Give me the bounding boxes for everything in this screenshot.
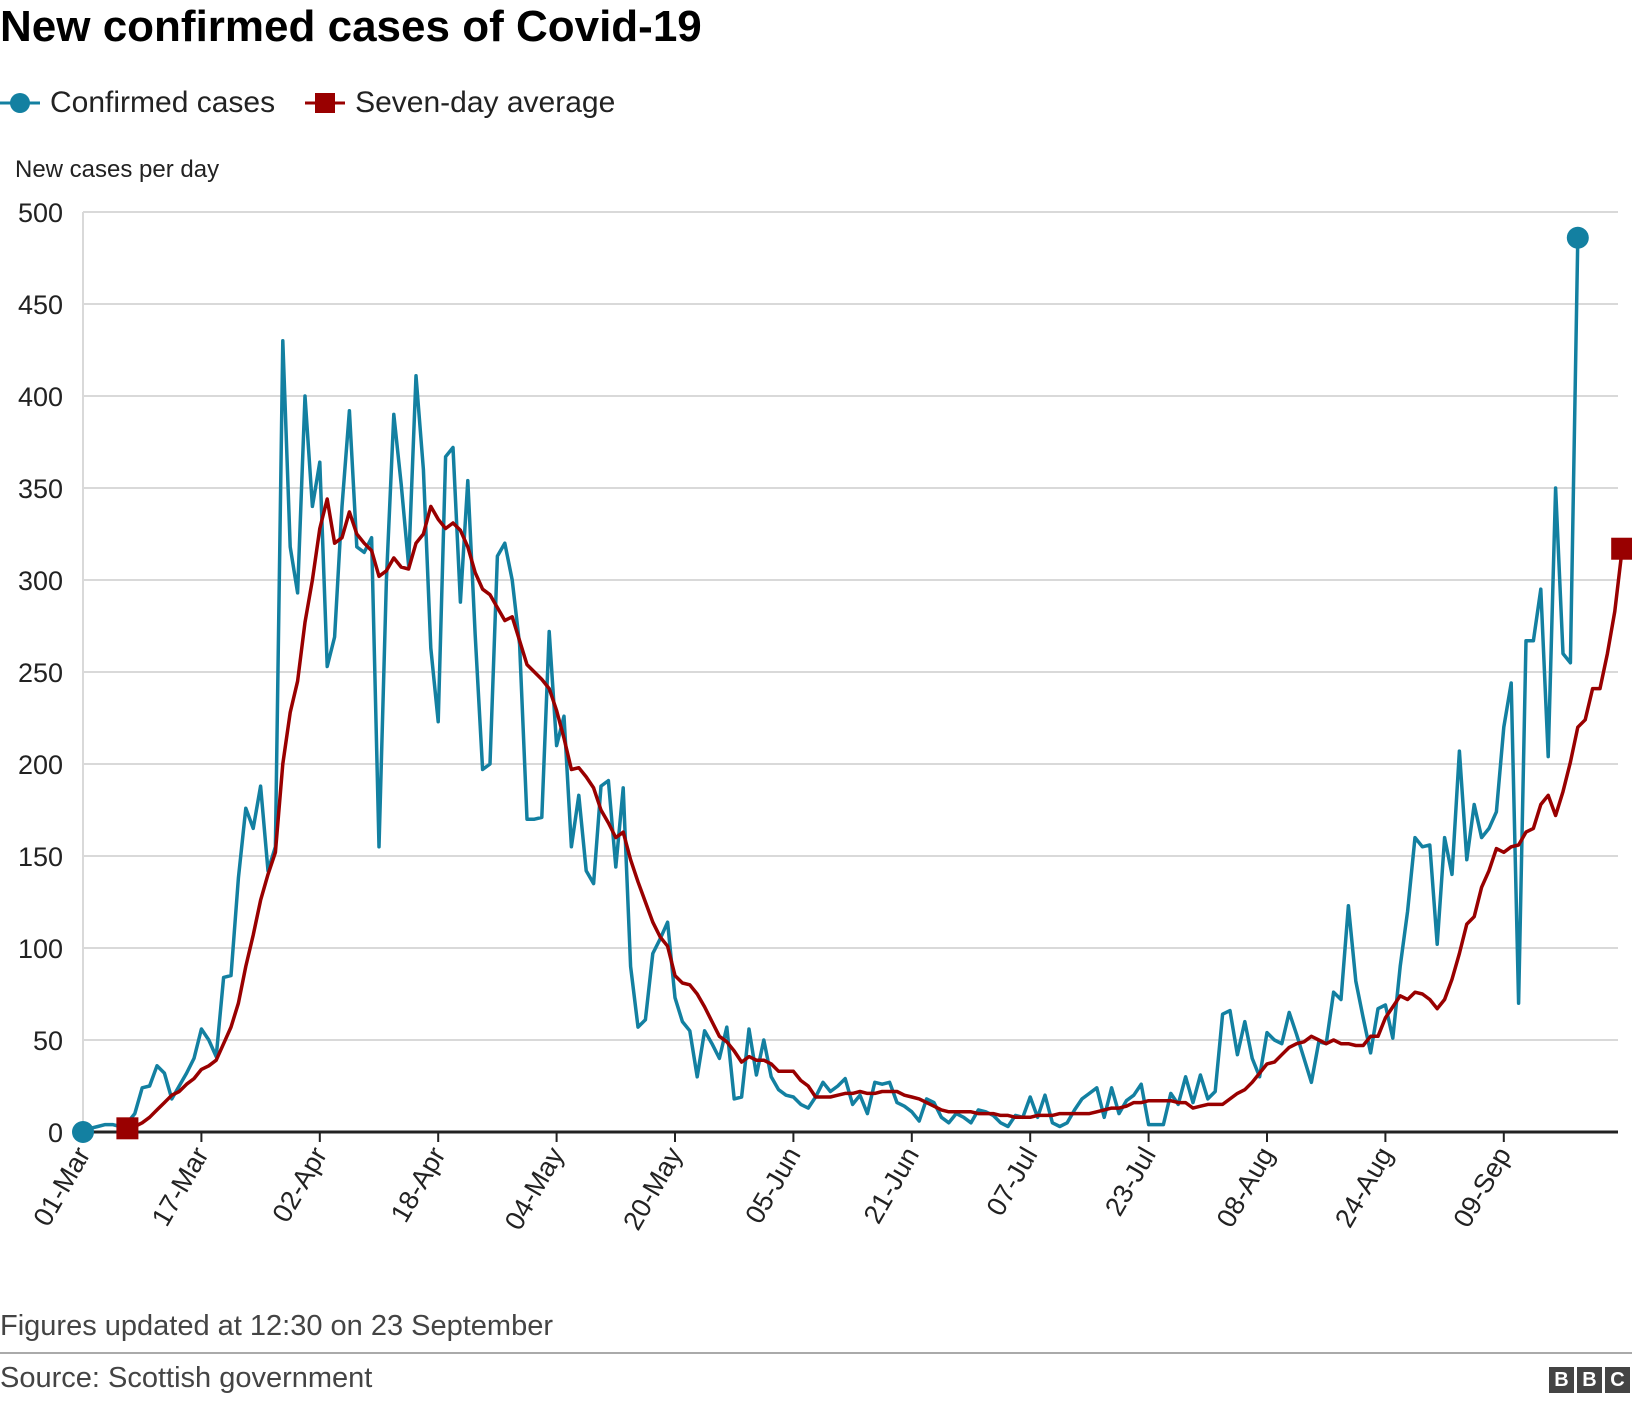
bbc-logo-letter: C <box>1605 1367 1630 1393</box>
bbc-logo-letter: B <box>1549 1367 1574 1393</box>
y-tick-label: 200 <box>18 750 63 780</box>
x-tick-label: 24-Aug <box>1329 1142 1399 1232</box>
y-tick-label: 350 <box>18 474 63 504</box>
y-tick-label: 450 <box>18 290 63 320</box>
x-tick-label: 08-Aug <box>1211 1142 1281 1232</box>
legend-square-marker-icon <box>305 93 346 113</box>
series <box>72 226 1632 1143</box>
y-axis-label: New cases per day <box>15 156 220 183</box>
x-tick-label: 23-Jul <box>1099 1142 1162 1221</box>
legend-item-confirmed: Confirmed cases <box>0 86 275 120</box>
footnote: Figures updated at 12:30 on 23 September <box>0 1310 553 1342</box>
gridlines <box>82 211 1618 1132</box>
chart-title: New confirmed cases of Covid-19 <box>0 2 702 51</box>
bbc-logo: B B C <box>1546 1367 1630 1393</box>
x-axis-ticks: 01-Mar 17-Mar 02-Apr 18-Apr 04-May 20-May 05-J… <box>27 1132 1517 1235</box>
y-tick-label: 300 <box>18 566 63 596</box>
x-tick-label: 07-Jul <box>981 1142 1044 1221</box>
y-tick-label: 500 <box>18 198 63 228</box>
source-text: Source: Scottish government <box>0 1362 373 1394</box>
average-start-marker <box>116 1117 139 1140</box>
legend-label-average: Seven-day average <box>355 86 616 119</box>
confirmed-start-marker <box>72 1121 94 1143</box>
bbc-logo-letter: B <box>1577 1367 1602 1393</box>
x-tick-label: 18-Apr <box>385 1142 452 1227</box>
x-tick-label: 02-Apr <box>266 1142 333 1227</box>
y-tick-label: 0 <box>48 1118 63 1148</box>
x-tick-label: 20-May <box>617 1142 688 1235</box>
x-tick-label: 04-May <box>499 1142 570 1235</box>
average-end-marker <box>1611 537 1632 560</box>
divider <box>0 1352 1632 1354</box>
line-chart: 0 50 100 150 200 250 300 350 400 450 500 01-Mar 17-… <box>18 198 1632 1235</box>
y-tick-label: 150 <box>18 842 63 872</box>
series-line-confirmed-cases <box>82 237 1580 1134</box>
x-tick-label: 17-Mar <box>146 1142 215 1231</box>
legend-item-average: Seven-day average <box>305 86 615 120</box>
y-tick-label: 250 <box>18 658 63 688</box>
legend: Confirmed cases Seven-day average <box>0 86 645 120</box>
y-axis-ticks: 0 50 100 150 200 250 300 350 400 450 500 <box>18 198 63 1148</box>
series-line-seven-day-average <box>126 497 1624 1131</box>
legend-label-confirmed: Confirmed cases <box>50 86 276 119</box>
x-tick-label: 21-Jun <box>858 1142 925 1229</box>
legend-circle-marker-icon <box>0 93 40 113</box>
y-tick-label: 50 <box>33 1026 63 1056</box>
y-tick-label: 100 <box>18 934 63 964</box>
confirmed-end-marker <box>1566 226 1589 249</box>
x-tick-label: 09-Sep <box>1447 1142 1517 1232</box>
x-tick-label: 01-Mar <box>27 1142 96 1231</box>
y-tick-label: 400 <box>18 382 63 412</box>
x-tick-label: 05-Jun <box>739 1142 806 1229</box>
